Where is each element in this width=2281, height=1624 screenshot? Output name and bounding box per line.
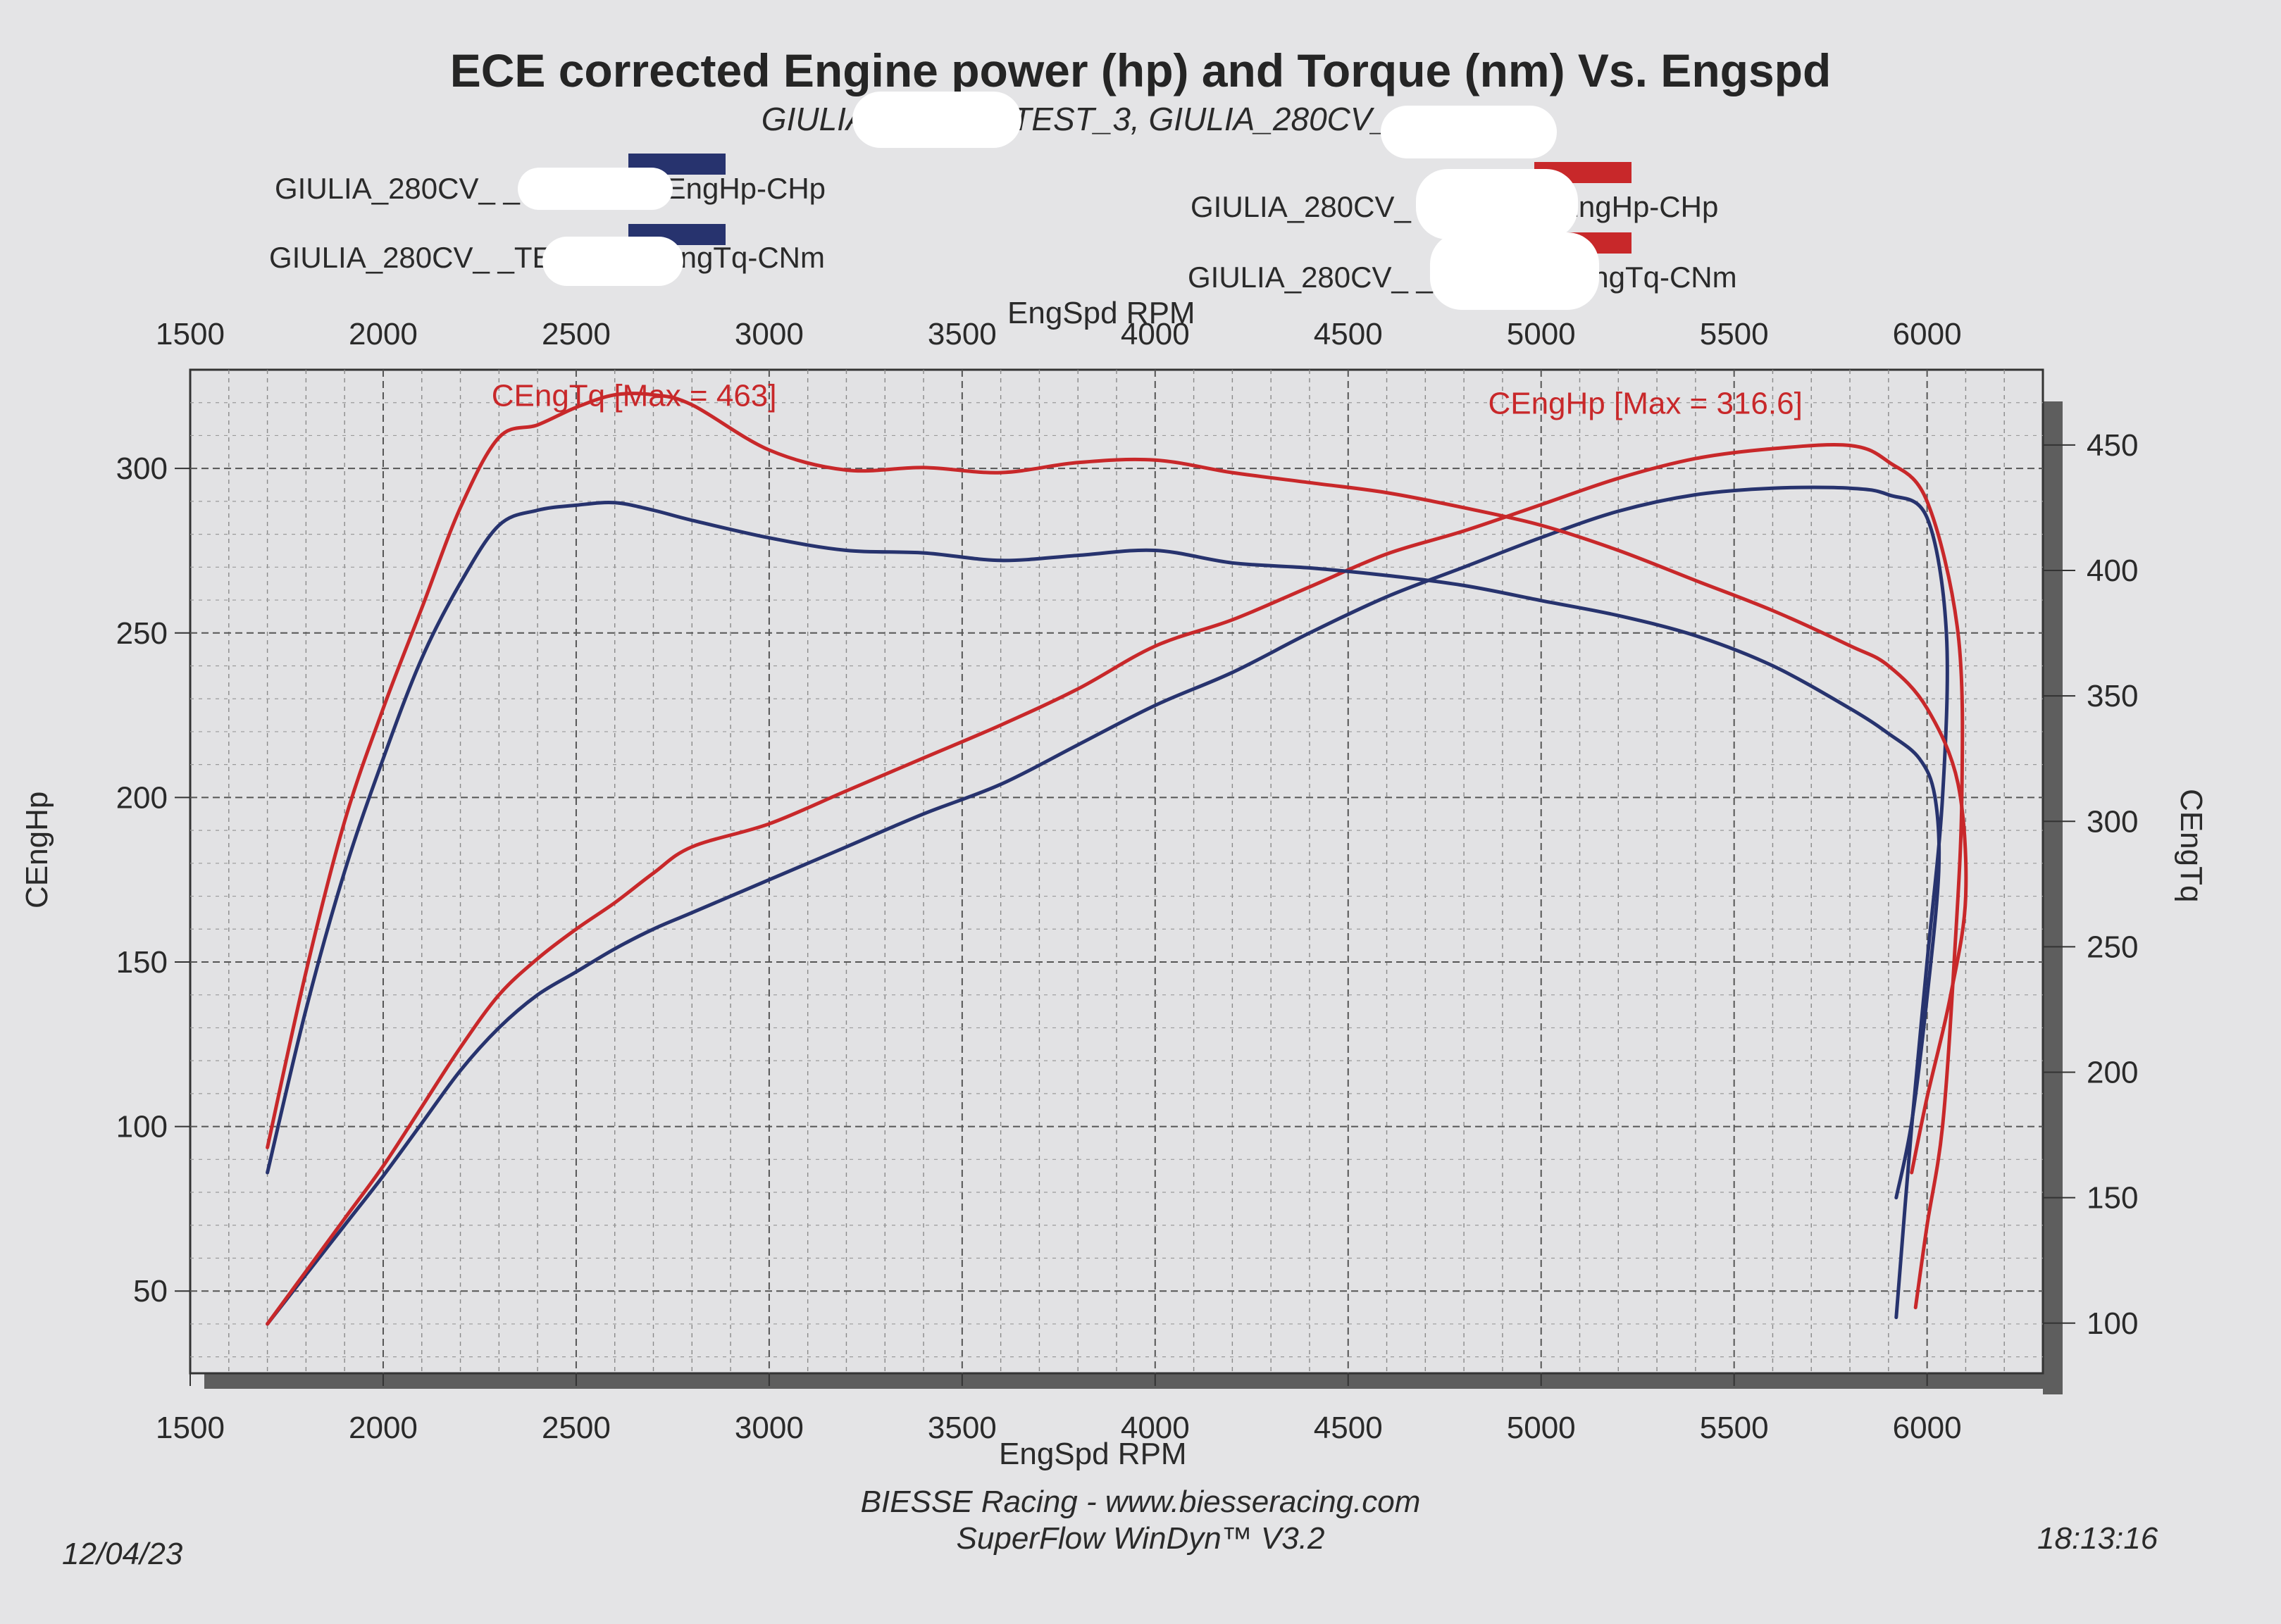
y-right-tick-label: 300 (2087, 804, 2138, 839)
annotation-0: CEngTq [Max = 463] (492, 379, 777, 413)
y-left-tick-label: 250 (116, 616, 168, 651)
y-left-tick-label: 150 (116, 945, 168, 980)
annotation-1: CEngHp [Max = 316.6] (1488, 386, 1802, 420)
y-left-tick-label: 200 (116, 780, 168, 815)
plot-shadow-bottom (204, 1373, 2063, 1389)
x-tick-label-bottom: 6000 (1893, 1411, 1962, 1445)
footer-date: 12/04/23 (62, 1537, 183, 1571)
x-tick-label-top: 5000 (1507, 317, 1576, 351)
y-left-tick-label: 300 (116, 451, 168, 486)
x-tick-label-top: 6000 (1893, 317, 1962, 351)
y-axis-title-left: CEngHp (20, 791, 54, 908)
x-tick-label-bottom: 4500 (1314, 1411, 1383, 1445)
x-tick-label-bottom: 2500 (542, 1411, 611, 1445)
redaction-mark (542, 237, 683, 286)
y-axis-title-right: CEngTq (2174, 789, 2208, 903)
y-left-tick-label: 50 (133, 1274, 168, 1308)
redaction-mark (518, 168, 673, 210)
x-tick-label-top: 3500 (928, 317, 997, 351)
y-right-tick-label: 250 (2087, 930, 2138, 964)
redaction-mark (1416, 169, 1578, 239)
footer-software: SuperFlow WinDyn™ V3.2 (956, 1521, 1325, 1556)
y-right-tick-label: 200 (2087, 1056, 2138, 1090)
plot-shadow-right (2043, 401, 2063, 1394)
x-tick-label-bottom: 3000 (735, 1411, 804, 1445)
x-tick-label-top: 3000 (735, 317, 804, 351)
x-tick-label-bottom: 5500 (1700, 1411, 1769, 1445)
redaction-mark (852, 92, 1021, 148)
x-axis-title-top: EngSpd RPM (1007, 296, 1195, 330)
y-right-tick-label: 450 (2087, 428, 2138, 463)
footer-time: 18:13:16 (2037, 1521, 2158, 1556)
chart-title: ECE corrected Engine power (hp) and Torq… (449, 44, 1832, 96)
y-left-tick-label: 100 (116, 1110, 168, 1144)
footer-company: BIESSE Racing - www.biesseracing.com (860, 1485, 1421, 1519)
x-tick-label-bottom: 2000 (349, 1411, 418, 1445)
x-tick-label-top: 2500 (542, 317, 611, 351)
series-line-3 (266, 392, 1968, 1175)
x-tick-label-bottom: 3500 (928, 1411, 997, 1445)
redaction-mark (1381, 106, 1557, 158)
x-tick-label-top: 4500 (1314, 317, 1383, 351)
x-tick-label-top: 1500 (156, 317, 225, 351)
y-right-tick-label: 100 (2087, 1306, 2138, 1341)
series-line-1 (266, 442, 1965, 1326)
series-line-0 (266, 485, 1949, 1326)
redaction-mark (1430, 232, 1599, 310)
y-right-tick-label: 150 (2087, 1181, 2138, 1216)
series-line-2 (266, 501, 1941, 1200)
y-right-tick-label: 400 (2087, 554, 2138, 588)
y-right-tick-label: 350 (2087, 679, 2138, 713)
x-tick-label-bottom: 5000 (1507, 1411, 1576, 1445)
x-tick-label-bottom: 1500 (156, 1411, 225, 1445)
x-axis-title-bottom: EngSpd RPM (999, 1437, 1187, 1471)
x-tick-label-top: 5500 (1700, 317, 1769, 351)
x-tick-label-top: 4000 (1121, 317, 1190, 351)
x-tick-label-top: 2000 (349, 317, 418, 351)
x-tick-label-bottom: 4000 (1121, 1411, 1190, 1445)
